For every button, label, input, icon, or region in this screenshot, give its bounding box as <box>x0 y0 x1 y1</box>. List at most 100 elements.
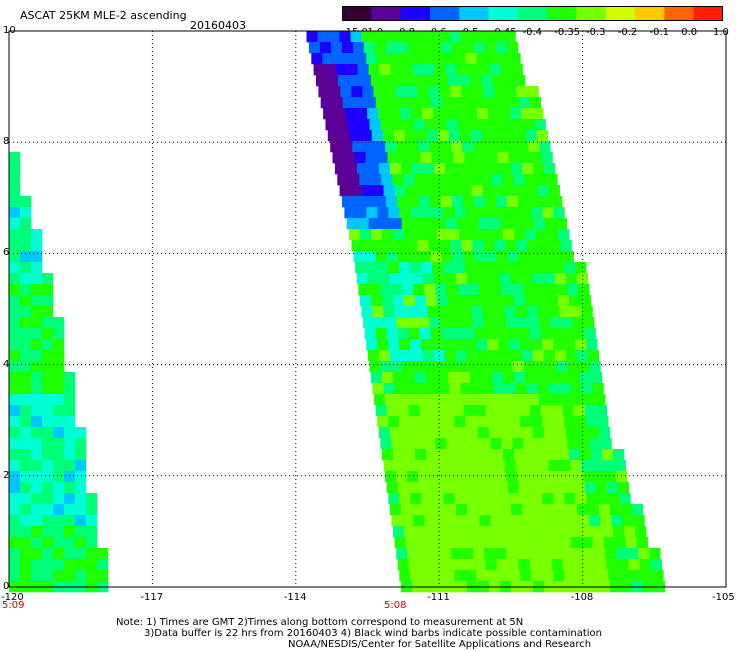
wind-cell <box>9 548 21 560</box>
wind-cell <box>479 438 491 450</box>
wind-cell <box>75 449 87 461</box>
wind-cell <box>372 185 384 197</box>
wind-cell <box>581 383 593 395</box>
wind-cell <box>453 152 465 164</box>
wind-cell <box>575 493 587 505</box>
wind-cell <box>394 383 406 395</box>
wind-cell <box>367 273 380 285</box>
wind-cell <box>441 196 453 208</box>
wind-cell <box>432 339 444 351</box>
wind-cell <box>479 284 491 296</box>
wind-cell <box>75 548 87 560</box>
wind-cell <box>427 306 439 318</box>
wind-cell <box>454 207 466 219</box>
wind-cell <box>526 185 538 197</box>
colorbar-swatch <box>400 6 431 21</box>
wind-cell <box>523 284 535 296</box>
wind-cell <box>360 130 373 142</box>
wind-cell <box>488 273 501 285</box>
wind-cell <box>465 53 477 65</box>
wind-cell <box>482 460 494 472</box>
wind-cell <box>503 130 516 142</box>
wind-cell <box>407 317 419 329</box>
wind-cell <box>440 141 452 153</box>
wind-cell <box>536 130 549 142</box>
wind-cell <box>517 548 529 560</box>
wind-cell <box>482 31 494 43</box>
wind-cell <box>9 328 21 340</box>
wind-cell <box>338 75 350 87</box>
wind-cell <box>64 427 76 439</box>
wind-cell <box>572 471 584 483</box>
wind-cell <box>619 493 631 505</box>
wind-cell <box>433 163 446 175</box>
wind-cell <box>356 273 369 285</box>
wind-cell <box>547 449 559 461</box>
wind-cell <box>551 405 563 417</box>
wind-cell <box>31 240 43 252</box>
wind-cell <box>559 460 571 472</box>
wind-cell <box>408 559 420 571</box>
wind-cell <box>468 515 480 527</box>
wind-cell <box>465 570 477 582</box>
wind-cell <box>517 471 529 483</box>
wind-cell <box>20 196 32 208</box>
wind-cell <box>451 471 463 483</box>
wind-cell <box>327 75 339 87</box>
wind-cell <box>586 570 598 582</box>
wind-cell <box>53 548 65 560</box>
wind-cell <box>538 240 550 252</box>
wind-cell <box>9 163 21 175</box>
wind-cell <box>549 240 561 252</box>
wind-cell <box>9 317 21 329</box>
wind-cell <box>397 482 409 494</box>
wind-cell <box>389 350 402 362</box>
wind-cell <box>438 185 450 197</box>
wind-cell <box>31 350 43 362</box>
wind-cell <box>405 306 417 318</box>
wind-cell <box>53 482 65 494</box>
wind-cell <box>531 207 543 219</box>
wind-cell <box>454 493 466 505</box>
wind-cell <box>64 515 76 527</box>
west-swath <box>9 152 109 593</box>
wind-cell <box>97 570 109 582</box>
wind-cell <box>590 372 603 384</box>
wind-cell <box>86 504 98 516</box>
wind-cell <box>606 482 618 494</box>
wind-cell <box>539 317 551 329</box>
wind-cell <box>381 174 393 186</box>
wind-cell <box>433 504 446 516</box>
wind-cell <box>407 548 419 560</box>
wind-cell <box>557 295 570 307</box>
wind-cell <box>502 372 515 384</box>
wind-cell <box>466 108 478 120</box>
wind-cell <box>569 526 581 538</box>
wind-cell <box>479 361 491 373</box>
wind-cell <box>514 130 527 142</box>
wind-cell <box>441 559 453 571</box>
wind-cell <box>413 438 425 450</box>
colorbar-swatch <box>635 6 665 21</box>
wind-cell <box>576 504 589 516</box>
wind-cell <box>20 273 32 285</box>
colorbar-label: -0.1 <box>649 27 670 38</box>
wind-cell <box>614 537 626 549</box>
wind-cell <box>64 548 76 560</box>
wind-cell <box>31 537 43 549</box>
wind-cell <box>64 416 76 428</box>
wind-cell <box>504 31 516 43</box>
wind-cell <box>514 526 526 538</box>
wind-cell <box>485 251 497 263</box>
wind-cell <box>331 97 343 109</box>
wind-cell <box>42 306 54 318</box>
wind-cell <box>468 361 480 373</box>
wind-cell <box>553 493 565 505</box>
wind-cell <box>491 295 504 307</box>
wind-cell <box>9 438 21 450</box>
wind-cell <box>341 42 354 54</box>
wind-cell <box>444 273 457 285</box>
wind-cell <box>465 339 477 351</box>
wind-cell <box>418 317 430 329</box>
